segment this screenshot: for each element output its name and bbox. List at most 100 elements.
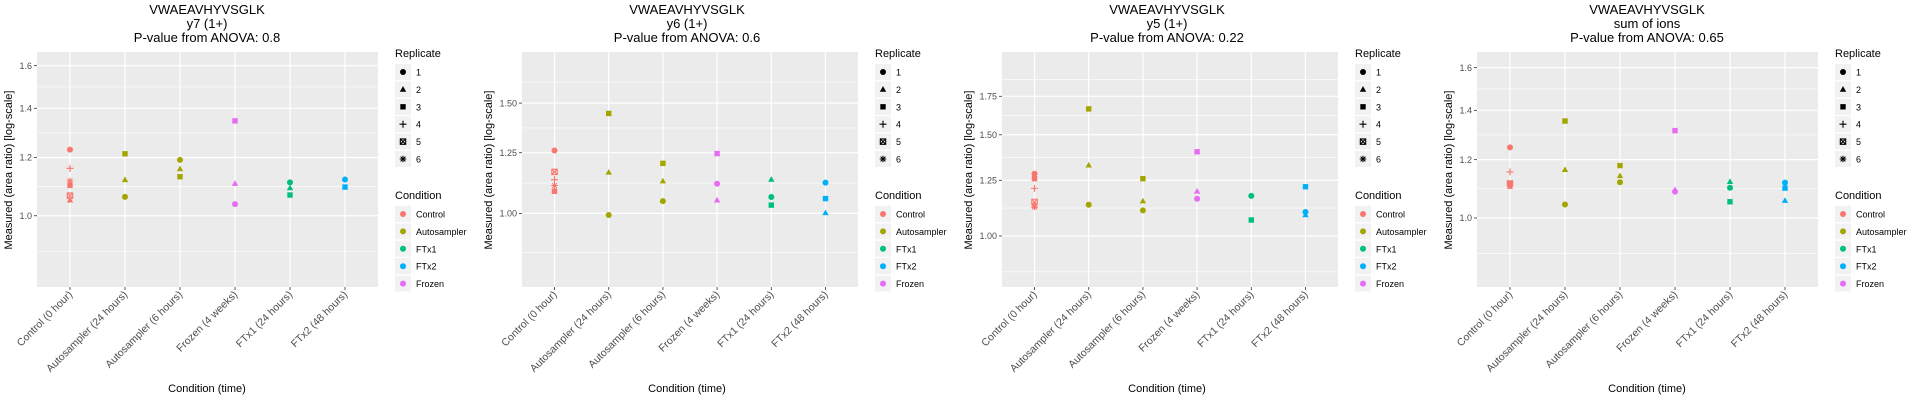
legend-replicate-label: 2	[1856, 85, 1861, 95]
legend-replicate-4-icon	[1359, 120, 1367, 128]
data-point-autosampler-rep2	[1616, 172, 1624, 179]
legend-condition-label: Control	[896, 210, 925, 220]
data-point-autosampler-rep3	[122, 151, 128, 157]
legend-frozen-icon	[400, 280, 406, 287]
data-point-autosampler-rep1	[1617, 179, 1623, 186]
legend-replicate-1-icon	[1360, 69, 1366, 75]
x-tick-label: FTx1 (24 hours)	[1674, 289, 1735, 350]
legend-condition-label: Frozen	[416, 279, 444, 289]
legend-condition-label: Control	[1376, 210, 1405, 220]
chart-title-line: y7 (1+)	[187, 16, 228, 31]
legend-replicate-label: 3	[896, 102, 901, 112]
legend-replicate-2-icon	[1359, 86, 1367, 92]
legend-replicate-3-icon	[1840, 104, 1846, 110]
x-tick-label: FTx2 (48 hours)	[1249, 289, 1310, 350]
legend-condition-label: Control	[416, 210, 445, 220]
legend-condition-label: FTx1	[1376, 244, 1397, 254]
legend-replicate-title: Replicate	[1835, 48, 1881, 60]
data-point-ftx1-rep1	[768, 194, 775, 201]
data-points	[1506, 118, 1789, 208]
chart-title-line: VWAEAVHYVSGLK	[149, 2, 265, 17]
data-point-control-rep1	[67, 146, 73, 153]
legend-replicate-title: Replicate	[395, 48, 441, 60]
legend-replicate-6-icon	[399, 155, 407, 163]
legend-replicate-6-icon	[879, 155, 887, 163]
legend-ftx1-icon	[880, 245, 886, 252]
data-point-ftx1-rep3	[1727, 199, 1733, 205]
legend-replicate-label: 5	[416, 137, 421, 147]
legend-replicate-3-icon	[400, 104, 406, 110]
y-tick-label: 1.4	[1459, 106, 1472, 116]
legend-condition-label: FTx2	[1376, 262, 1397, 272]
y-axis-title: Measured (area ratio) [log-scale]	[3, 91, 15, 250]
data-point-ftx1-rep2	[286, 184, 294, 191]
legend-replicate-label: 4	[1376, 120, 1381, 130]
legend-replicate-label: 1	[896, 68, 901, 78]
legend-condition-label: FTx1	[1856, 244, 1877, 254]
chart-title-line: P-value from ANOVA: 0.6	[614, 30, 760, 45]
y-tick-label: 1.25	[499, 148, 517, 158]
data-point-frozen-rep1	[1194, 195, 1201, 202]
data-point-autosampler-rep3	[1086, 106, 1092, 112]
legend-condition-label: FTx1	[896, 244, 917, 254]
legend-replicate-label: 5	[896, 137, 901, 147]
legend-ftx1-icon	[1360, 245, 1366, 252]
chart-title-line: P-value from ANOVA: 0.8	[134, 30, 280, 45]
legend-replicate-6-icon	[1839, 155, 1847, 163]
chart-title-line: P-value from ANOVA: 0.65	[1570, 30, 1724, 45]
chart-title-line: y6 (1+)	[667, 16, 708, 31]
legend-autosampler-icon	[400, 228, 406, 235]
plot-background	[37, 52, 378, 287]
data-point-ftx2-rep3	[822, 195, 829, 202]
data-point-ftx2-rep3	[1782, 185, 1788, 191]
legend-control-icon	[1840, 211, 1846, 217]
data-point-autosampler-rep1	[1085, 201, 1092, 208]
data-point-control-rep2	[66, 196, 74, 203]
legend-condition-label: Frozen	[896, 279, 924, 289]
data-points	[66, 118, 348, 208]
chart-panel-sum: VWAEAVHYVSGLK sum of ions P-value from ANO…	[1440, 0, 1920, 400]
x-tick-label: Control (0 hour)	[499, 289, 559, 349]
legend-condition-label: FTx1	[416, 244, 437, 254]
legend-replicate-5-icon	[399, 138, 407, 145]
x-axis-title: Condition (time)	[168, 383, 246, 395]
data-point-control-rep4	[551, 176, 559, 184]
legend-condition-label: Autosampler	[896, 227, 947, 237]
legend-autosampler-icon	[1360, 228, 1366, 235]
x-tick-label: Control (0 hour)	[1455, 289, 1515, 349]
data-point-control-rep6	[1031, 203, 1038, 211]
plot-background	[1477, 52, 1818, 287]
legend-ftx2-icon	[880, 263, 886, 270]
legend-condition-title: Condition	[1355, 190, 1401, 202]
legend-ftx1-icon	[1840, 245, 1846, 252]
data-point-autosampler-rep2	[121, 176, 129, 183]
data-point-control-rep3	[67, 182, 73, 189]
data-point-autosampler-rep3	[1617, 162, 1623, 169]
legend-replicate-5-icon	[1839, 138, 1847, 145]
chart-title-line: y5 (1+)	[1147, 16, 1188, 31]
legend-condition-label: Autosampler	[1856, 227, 1907, 237]
data-point-control-rep1	[551, 147, 558, 154]
data-point-autosampler-rep2	[1561, 166, 1569, 172]
data-point-autosampler-rep3	[177, 174, 183, 180]
data-point-ftx2-rep3	[342, 184, 348, 190]
legend-ftx2-icon	[1360, 263, 1366, 270]
legend-replicate-label: 3	[1856, 102, 1861, 112]
data-point-frozen-rep1	[714, 180, 721, 187]
data-point-ftx1-rep1	[287, 179, 293, 186]
data-point-autosampler-rep2	[1139, 197, 1147, 204]
legend-frozen-icon	[1360, 280, 1366, 287]
data-point-autosampler-rep1	[605, 212, 612, 219]
data-point-frozen-rep2	[231, 180, 239, 186]
data-point-ftx1-rep3	[768, 202, 774, 208]
legend-condition-label: Frozen	[1376, 279, 1404, 289]
legend-autosampler-icon	[1840, 228, 1846, 235]
legend-replicate-label: 6	[1376, 155, 1381, 165]
legend-condition-label: Frozen	[1856, 279, 1884, 289]
legend-control-icon	[1360, 211, 1366, 217]
chart-panel-y5: VWAEAVHYVSGLK y5 (1+) P-value from ANOVA: …	[960, 0, 1440, 400]
data-point-frozen-rep3	[1672, 127, 1678, 134]
